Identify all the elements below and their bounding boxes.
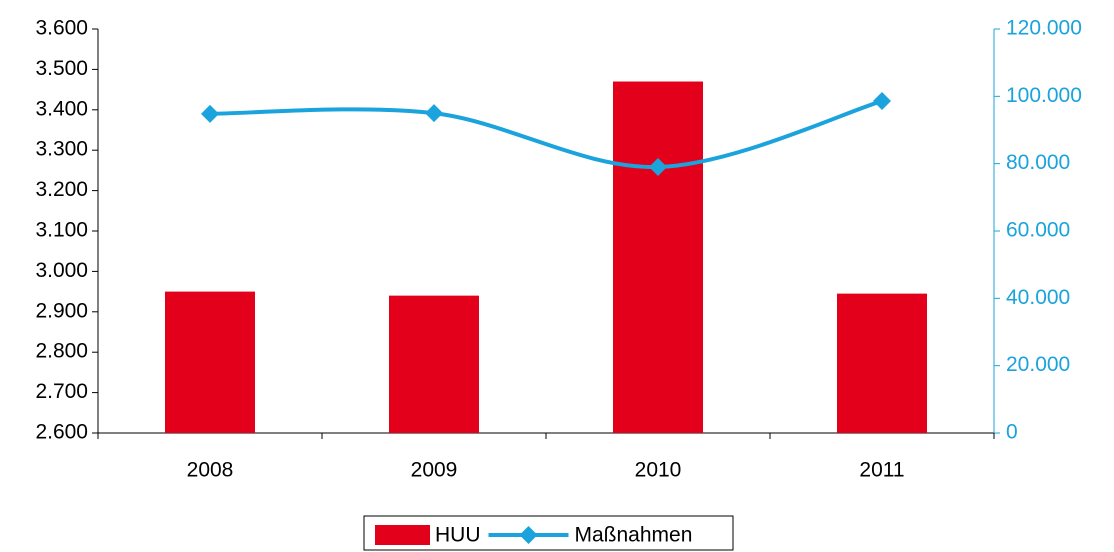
y-tick-label: 3.400 bbox=[35, 97, 88, 120]
y2-tick-label: 80.000 bbox=[1006, 151, 1070, 174]
bar bbox=[165, 291, 255, 433]
y-tick-label: 3.000 bbox=[35, 259, 88, 282]
y2-tick-label: 60.000 bbox=[1006, 219, 1070, 242]
x-tick-label: 2008 bbox=[187, 459, 234, 482]
y-tick-label: 3.600 bbox=[35, 17, 88, 40]
y2-tick-label: 40.000 bbox=[1006, 286, 1070, 309]
bar bbox=[837, 293, 927, 433]
x-tick-label: 2011 bbox=[859, 459, 904, 482]
y-tick-label: 2.800 bbox=[35, 340, 88, 363]
legend-marker bbox=[519, 526, 538, 544]
x-tick-label: 2009 bbox=[411, 459, 458, 482]
y-tick-label: 3.300 bbox=[35, 138, 88, 161]
marker bbox=[425, 104, 443, 123]
legend-label: HUU bbox=[435, 524, 481, 547]
marker bbox=[873, 92, 891, 111]
y2-tick-label: 100.000 bbox=[1006, 84, 1082, 107]
y-tick-label: 3.100 bbox=[35, 219, 88, 242]
marker bbox=[201, 104, 219, 123]
y2-tick-label: 20.000 bbox=[1006, 353, 1070, 376]
y-tick-label: 2.900 bbox=[35, 299, 88, 322]
line bbox=[209, 99, 883, 170]
bar bbox=[613, 81, 703, 434]
x-tick-label: 2010 bbox=[635, 459, 682, 482]
marker bbox=[649, 158, 667, 177]
y2-tick-label: 120.000 bbox=[1006, 17, 1082, 40]
legend-swatch bbox=[375, 525, 430, 545]
y-tick-label: 2.600 bbox=[35, 421, 88, 444]
y-tick-label: 2.700 bbox=[35, 380, 88, 403]
y-tick-label: 3.200 bbox=[35, 178, 88, 201]
y2-tick-label: 0 bbox=[1006, 421, 1018, 444]
y-tick-label: 3.500 bbox=[35, 57, 88, 80]
bar bbox=[389, 295, 479, 433]
legend-label: Maßnahmen bbox=[575, 524, 693, 547]
